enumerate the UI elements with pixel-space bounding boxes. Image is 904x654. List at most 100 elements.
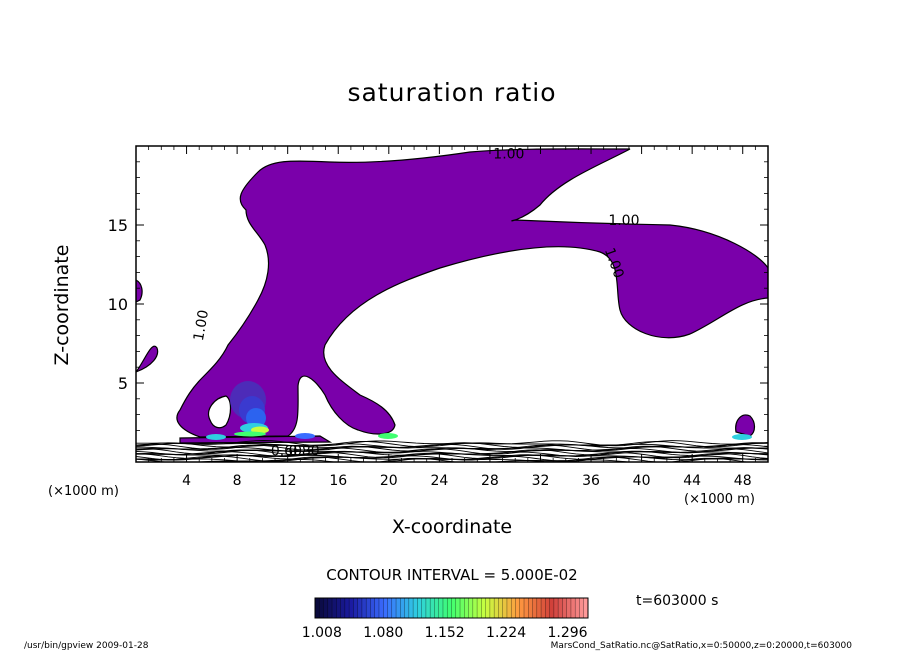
colorbar-cell [344,598,350,618]
subsat-hole [208,395,232,429]
x-tick-label: 40 [633,473,651,489]
colorbar-cell [400,598,405,618]
plot-area: 1.001.001.001.000.800.60 [136,147,768,462]
colorbar-cell [485,598,491,618]
y-axis-label: Z-coordinate [51,244,73,366]
colorbar-cell [442,598,448,618]
colorbar-cell [430,598,435,618]
cloud-core-5 [234,431,266,437]
colorbar-cell [425,598,431,618]
colorbar-cell [468,598,474,618]
colorbar-cell [464,598,469,618]
colorbar-cell [387,598,393,618]
colorbar-cell [498,598,503,618]
right-patch [735,414,756,437]
colorbar-cell [532,598,538,618]
colorbar-cell [417,598,422,618]
time-label: t=603000 s [636,593,719,609]
x-tick-label: 16 [329,473,347,489]
colorbar-cell [378,598,384,618]
colorbar-cell [455,598,461,618]
edge-blob-1 [136,279,143,303]
colorbar-frame [314,597,589,619]
colorbar-cell [562,598,567,618]
x-axis-label: X-coordinate [391,516,513,538]
colorbar-cell [332,598,337,618]
edge-blob-2 [136,345,159,373]
colorbar-cell [438,598,444,618]
colorbar-cell [566,598,572,618]
cloud-spot-3 [295,433,315,439]
colorbar-cell [357,598,363,618]
x-tick-label: 20 [380,473,398,489]
colorbar-cell [494,598,499,618]
contour-label: 0.60 [271,444,302,460]
colorbar-cell [541,598,546,618]
colorbar-cell [413,598,418,618]
colorbar-cell [404,598,410,618]
colorbar-cell [460,598,465,618]
colorbar-tick-label: 1.008 [302,625,342,641]
saturated-region [176,148,768,438]
colorbar-cell [366,598,371,618]
colorbar-cell [391,598,397,618]
colorbar-cell [370,598,376,618]
surface-contour-line [136,442,768,449]
x-tick-label: 48 [734,473,752,489]
x-tick-label: 44 [683,473,701,489]
cloud-core-2 [246,408,266,428]
colorbar-cell [536,598,542,618]
colorbar-cell [319,598,324,618]
contour-label: 1.00 [608,213,639,229]
colorbar-tick-label: 1.224 [486,625,526,641]
colorbar-cell [502,598,508,618]
contour-label: 1.00 [191,309,212,342]
footer-left: /usr/bin/gpview 2009-01-28 [24,641,149,651]
colorbar-cell [374,598,380,618]
colorbar-cell [519,598,525,618]
colorbar-cell [327,598,333,618]
contour-label: 1.00 [493,147,524,163]
contour-interval-text: CONTOUR INTERVAL = 5.000E-02 [326,566,578,584]
colorbar-cell [477,598,482,618]
colorbar-cell [353,598,358,618]
x-tick-label: 32 [532,473,550,489]
colorbar-cell [421,598,427,618]
colorbar-cell [336,598,341,618]
colorbar-cell [511,598,516,618]
x-tick-label: 28 [481,473,499,489]
colorbar-cell [396,598,401,618]
x-tick-label: 24 [430,473,448,489]
x-tick-label: 4 [182,473,191,489]
colorbar-cell [549,598,555,618]
surface-contour-line [136,455,768,462]
colorbar-cell [315,598,320,618]
colorbar-cell [545,598,550,618]
chart-title: saturation ratio [347,78,557,107]
colorbar-cell [434,598,440,618]
footer-right: MarsCond_SatRatio.nc@SatRatio,x=0:50000,… [550,641,852,651]
colorbar-cell [553,598,559,618]
colorbar-cell [349,598,354,618]
colorbar-cell [583,598,589,618]
surface-contour-line [136,447,768,454]
colorbar-cell [524,598,529,618]
colorbar-cell [558,598,563,618]
colorbar-cell [489,598,495,618]
surface-contour-line [136,448,768,455]
colorbar-tick-label: 1.296 [547,625,587,641]
colorbar-cell [472,598,478,618]
colorbar-tick-label: 1.080 [363,625,403,641]
surface-contour-line [136,457,751,462]
cloud-spot-1 [378,433,398,439]
x-tick-label: 8 [233,473,242,489]
colorbar-cell [383,598,388,618]
contour-label: 0.80 [289,444,320,460]
y-tick-label: 15 [108,216,128,235]
cloud-spot-0 [206,434,226,440]
x-tick-label: 12 [279,473,297,489]
colorbar-cell [447,598,452,618]
colorbar-cell [570,598,576,618]
colorbar-cell [575,598,580,618]
